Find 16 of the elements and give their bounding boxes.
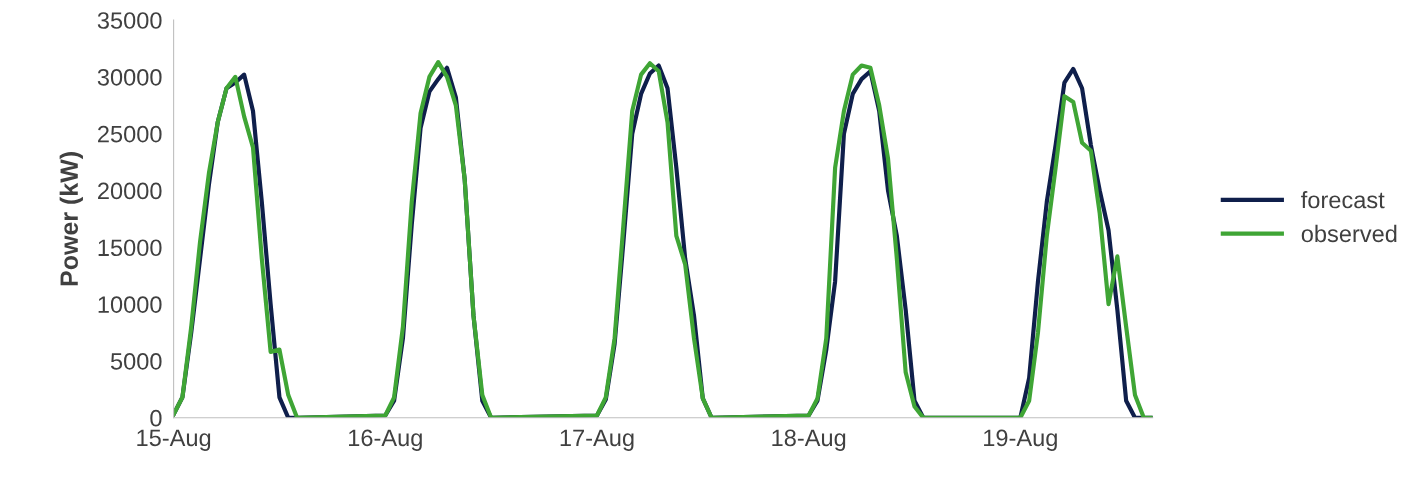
- x-tick-label: 19-Aug: [984, 429, 1057, 451]
- x-tick-label: 15-Aug: [137, 429, 211, 451]
- y-tick-label: 30000: [97, 68, 162, 86]
- y-tick-label: 20000: [98, 182, 162, 200]
- y-tick-label: 0: [150, 409, 162, 427]
- x-tick-label: 17-Aug: [560, 429, 634, 451]
- legend-label: observed: [1301, 224, 1397, 243]
- y-tick-label: 10000: [98, 296, 162, 313]
- y-tick-label: 25000: [98, 125, 162, 143]
- x-tick-label: 16-Aug: [349, 429, 422, 451]
- y-tick-label: 35000: [97, 12, 162, 29]
- y-axis-title: Power (kW): [59, 152, 83, 286]
- y-tick-label: 5000: [110, 353, 162, 370]
- x-tick-label: 18-Aug: [772, 429, 846, 451]
- legend-label: forecast: [1301, 191, 1385, 209]
- y-tick-label: 15000: [98, 239, 162, 257]
